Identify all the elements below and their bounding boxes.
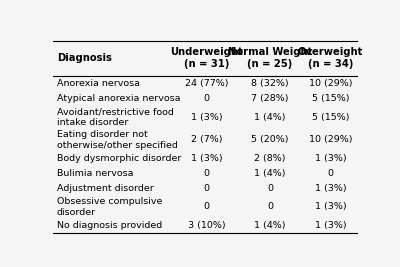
- Text: 7 (28%): 7 (28%): [251, 94, 289, 103]
- Text: Overweight
(n = 34): Overweight (n = 34): [298, 46, 363, 69]
- Text: 1 (4%): 1 (4%): [254, 169, 286, 178]
- Text: 0: 0: [267, 184, 273, 193]
- Text: Diagnosis: Diagnosis: [57, 53, 112, 63]
- Text: 5 (15%): 5 (15%): [312, 94, 349, 103]
- Text: Avoidant/restrictive food
intake disorder: Avoidant/restrictive food intake disorde…: [57, 107, 174, 127]
- Text: 24 (77%): 24 (77%): [185, 79, 228, 88]
- Text: Obsessive compulsive
disorder: Obsessive compulsive disorder: [57, 197, 162, 217]
- Text: 0: 0: [267, 202, 273, 211]
- Text: 1 (3%): 1 (3%): [191, 154, 222, 163]
- Text: 1 (3%): 1 (3%): [315, 202, 346, 211]
- Text: Body dysmorphic disorder: Body dysmorphic disorder: [57, 154, 181, 163]
- Text: 1 (3%): 1 (3%): [315, 184, 346, 193]
- Text: Atypical anorexia nervosa: Atypical anorexia nervosa: [57, 94, 180, 103]
- Text: Anorexia nervosa: Anorexia nervosa: [57, 79, 140, 88]
- Text: 0: 0: [204, 202, 210, 211]
- Text: 0: 0: [204, 184, 210, 193]
- Text: 0: 0: [204, 94, 210, 103]
- Text: 5 (20%): 5 (20%): [251, 135, 289, 144]
- Text: 1 (3%): 1 (3%): [315, 221, 346, 230]
- Text: 5 (15%): 5 (15%): [312, 113, 349, 122]
- Text: Normal Weight
(n = 25): Normal Weight (n = 25): [228, 46, 312, 69]
- Text: 1 (3%): 1 (3%): [315, 154, 346, 163]
- Text: 1 (4%): 1 (4%): [254, 113, 286, 122]
- Text: 10 (29%): 10 (29%): [309, 79, 352, 88]
- Text: 1 (3%): 1 (3%): [191, 113, 222, 122]
- Text: 8 (32%): 8 (32%): [251, 79, 289, 88]
- Text: Bulimia nervosa: Bulimia nervosa: [57, 169, 133, 178]
- Text: 1 (4%): 1 (4%): [254, 221, 286, 230]
- Text: Adjustment disorder: Adjustment disorder: [57, 184, 154, 193]
- Text: Eating disorder not
otherwise/other specified: Eating disorder not otherwise/other spec…: [57, 129, 178, 150]
- Text: Underweight
(n = 31): Underweight (n = 31): [170, 46, 243, 69]
- Text: No diagnosis provided: No diagnosis provided: [57, 221, 162, 230]
- Text: 0: 0: [328, 169, 334, 178]
- Text: 2 (8%): 2 (8%): [254, 154, 286, 163]
- Text: 0: 0: [204, 169, 210, 178]
- Text: 10 (29%): 10 (29%): [309, 135, 352, 144]
- Text: 2 (7%): 2 (7%): [191, 135, 222, 144]
- Text: 3 (10%): 3 (10%): [188, 221, 225, 230]
